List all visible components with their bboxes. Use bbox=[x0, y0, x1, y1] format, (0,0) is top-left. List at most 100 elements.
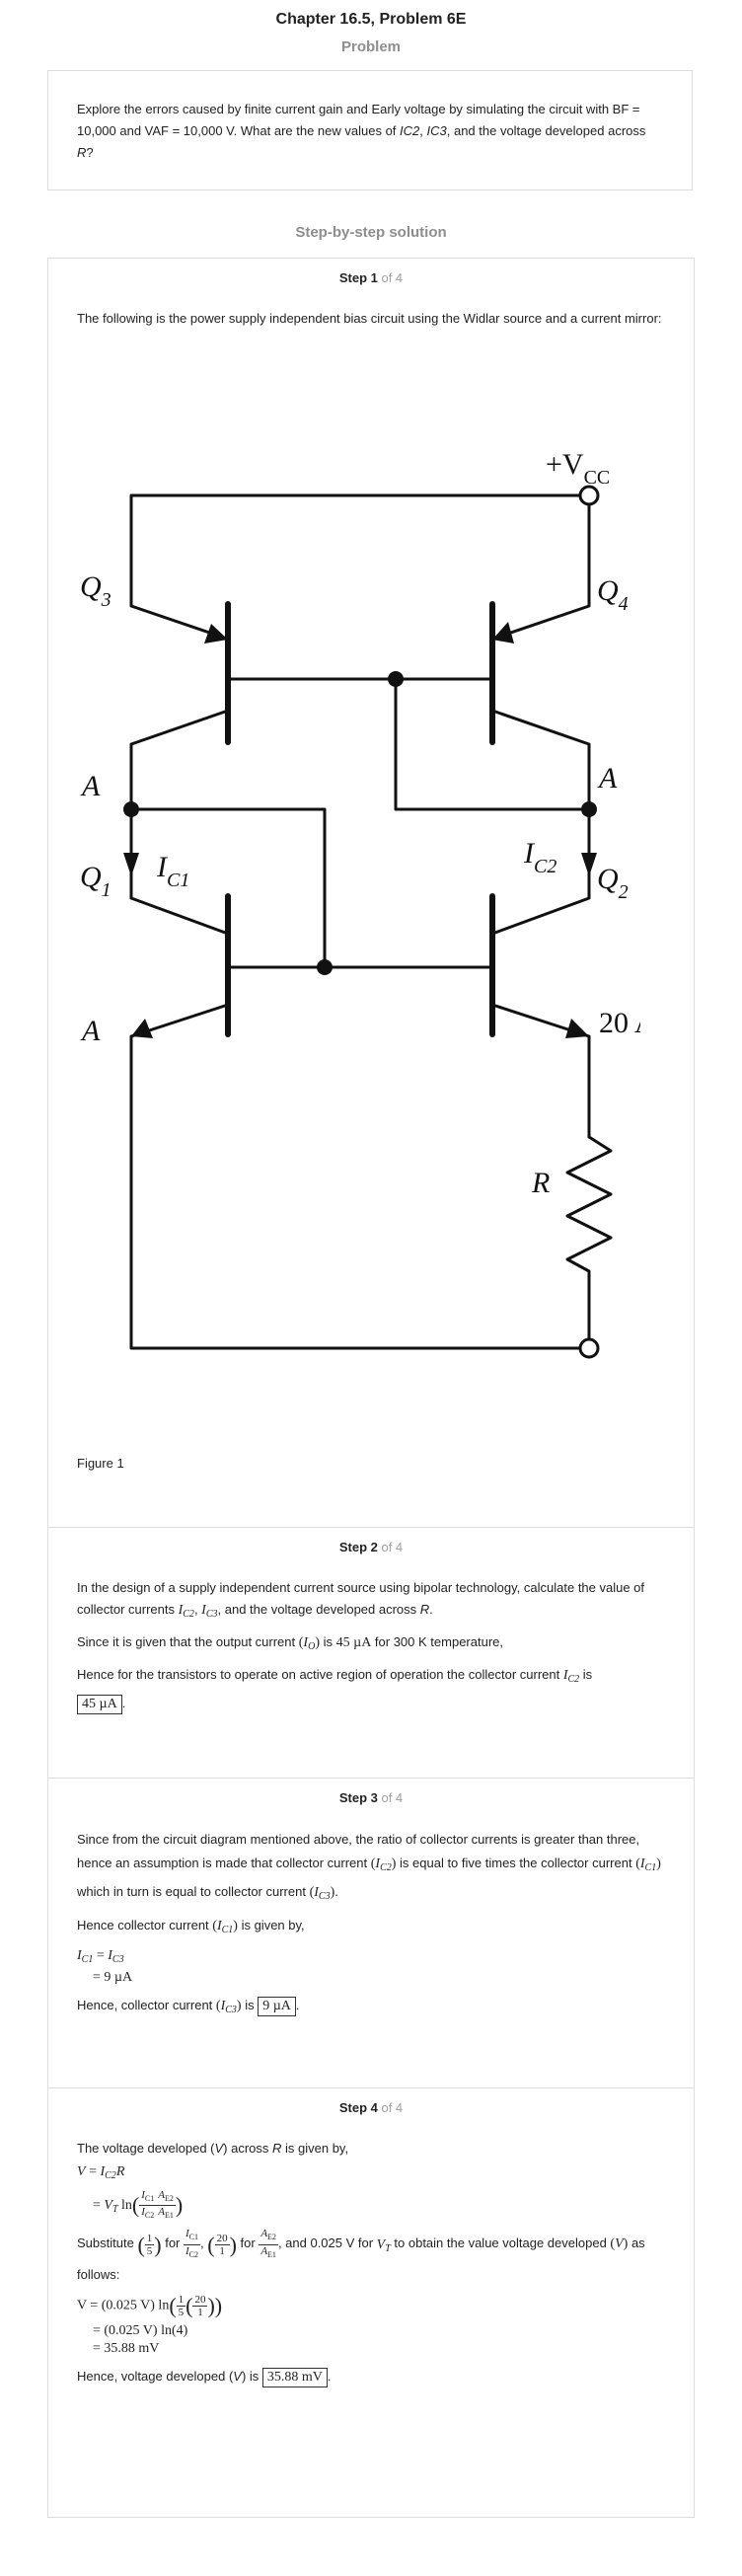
node-q3-q4-base bbox=[388, 671, 404, 687]
step-4-title: Step 4 of 4 bbox=[77, 2088, 665, 2120]
step-4-subst-a: Substitute bbox=[77, 2235, 138, 2251]
step-4-eq2: = VT ln(IC1 IC2 AE2 AE1) bbox=[93, 2189, 184, 2221]
step-2-p2a: Since it is given that the output curren… bbox=[77, 1634, 299, 1649]
q1-collector bbox=[129, 807, 230, 936]
q3-emitter-arrow bbox=[204, 624, 228, 644]
q1-label: Q1 bbox=[80, 861, 111, 901]
q1-diode-link bbox=[129, 807, 327, 969]
q4-label: Q4 bbox=[597, 574, 629, 615]
math-ic2: IC2 bbox=[178, 1603, 194, 1620]
step-1-of: of 4 bbox=[377, 270, 404, 285]
step-2-p2: Since it is given that the output curren… bbox=[77, 1631, 665, 1658]
step-4-answer: 35.88 mV bbox=[261, 2367, 328, 2387]
problem-r: R bbox=[77, 145, 87, 160]
step-4-p1v: V bbox=[214, 2141, 224, 2156]
problem-text: Explore the errors caused by finite curr… bbox=[77, 102, 640, 138]
ic2-arrow bbox=[581, 853, 597, 876]
vee-terminal bbox=[578, 1337, 600, 1359]
steps-card: Step 1 of 4 The following is the power s… bbox=[47, 258, 695, 2518]
node-q1-q2-base bbox=[317, 959, 333, 975]
step-3-eq1: IC1 = IC3 bbox=[77, 1948, 124, 1965]
step-3-p1c: which in turn is equal to collector curr… bbox=[77, 1884, 310, 1899]
step-4-eq-a: V = (0.025 V) ln bbox=[77, 2298, 170, 2313]
step-3-p3b: is bbox=[241, 1998, 259, 2012]
step-3-num: Step 3 bbox=[338, 1790, 378, 1805]
step-3-p3a: Hence, collector current bbox=[77, 1998, 216, 2012]
step-2-p3a: Hence for the transistors to operate on … bbox=[77, 1667, 563, 1682]
step-4-p1r: R bbox=[272, 2141, 282, 2156]
q3-label: Q3 bbox=[80, 570, 111, 611]
step-3-p1a: Since from the circuit diagram mentioned… bbox=[77, 1832, 640, 1870]
step-2-of: of 4 bbox=[377, 1540, 404, 1554]
circuit-diagram: +VCC Q3 Q4 A A IC1 IC2 Q1 Q2 A 20 A R −V… bbox=[80, 448, 640, 1359]
problem-sep: , bbox=[419, 123, 427, 138]
step-4-p1b: ) across bbox=[223, 2141, 272, 2156]
q1-emitter bbox=[129, 1003, 591, 1350]
step-4-subst-for1: for bbox=[161, 2235, 184, 2251]
step-3-p1b: is equal to five times the collector cur… bbox=[396, 1856, 636, 1870]
vcc-label: +VCC bbox=[546, 448, 610, 489]
step-2-answer-line: 45 µA. bbox=[77, 1693, 665, 1714]
step-4-p1a: The voltage developed ( bbox=[77, 2141, 215, 2156]
step-3-eq2: = 9 µA bbox=[93, 1970, 133, 1985]
math-ic2-b: IC2 bbox=[562, 1668, 580, 1685]
a-label-left: A bbox=[80, 770, 101, 802]
q4-diode-link bbox=[394, 677, 591, 811]
step-3-p1end: . bbox=[334, 1884, 338, 1899]
step-4-subst-d: as follows: bbox=[77, 2235, 645, 2282]
step-4-subst-for2: for bbox=[236, 2235, 260, 2251]
a-label-bottom: A bbox=[80, 1015, 101, 1047]
step-1-title: Step 1 of 4 bbox=[77, 259, 665, 290]
problem-text-2: , and the voltage developed across bbox=[446, 123, 646, 138]
step-2-p2val: 45 µA bbox=[335, 1635, 372, 1650]
step-2-p1end: . bbox=[429, 1602, 433, 1617]
ic1-label: IC1 bbox=[156, 851, 189, 891]
step-4-subst-b: , and 0.025 V for bbox=[277, 2235, 377, 2251]
problem-card: Explore the errors caused by finite curr… bbox=[47, 70, 693, 190]
step-4-p1: The voltage developed (V) across R is gi… bbox=[77, 2138, 665, 2159]
step-4-final-b: ) is bbox=[241, 2368, 262, 2384]
step-4-p1c: is given by, bbox=[281, 2141, 349, 2156]
step-2-p1r: R bbox=[419, 1602, 430, 1617]
q4-collector bbox=[490, 709, 591, 811]
step-4-final-v: V bbox=[233, 2368, 242, 2384]
q3-emitter bbox=[129, 493, 226, 640]
step-4-final-a: Hence, voltage developed ( bbox=[77, 2368, 234, 2384]
solution-heading: Step-by-step solution bbox=[295, 224, 447, 241]
problem-heading: Problem bbox=[340, 38, 401, 55]
vcc-terminal bbox=[578, 485, 600, 506]
step-3-p2: Hence collector current (IC1) is given b… bbox=[77, 1915, 665, 1941]
math-ic3: IC3 bbox=[201, 1603, 218, 1620]
step-3-of: of 4 bbox=[377, 1790, 404, 1805]
step-2-answer: 45 µA bbox=[77, 1695, 122, 1714]
step-4-eq4: = (0.025 V) ln(4) bbox=[93, 2322, 188, 2338]
q2-collector bbox=[490, 807, 591, 936]
step-2-title: Step 2 of 4 bbox=[77, 1528, 665, 1559]
step-3-p2a: Hence collector current bbox=[77, 1918, 213, 1932]
step-2-p3: Hence for the transistors to operate on … bbox=[77, 1664, 665, 1691]
ic1-arrow bbox=[123, 853, 139, 876]
step-3-answer: 9 µA bbox=[258, 1997, 296, 2016]
math-ic1: (IC1) bbox=[635, 1856, 661, 1873]
step-3-p1: Since from the circuit diagram mentioned… bbox=[77, 1828, 665, 1909]
step-4-eq1: V = IC2R bbox=[77, 2164, 125, 2181]
resistor bbox=[565, 1135, 613, 1341]
step-2-p2c: for 300 K temperature, bbox=[371, 1634, 503, 1649]
step-2-p1a: In the design of a supply independent cu… bbox=[77, 1580, 645, 1617]
math-io: (IO) bbox=[298, 1635, 320, 1652]
math-ic3-c: (IC3) bbox=[215, 1999, 242, 2015]
step-1-num: Step 1 bbox=[338, 270, 378, 285]
step-1-text: The following is the power supply indepe… bbox=[77, 311, 662, 326]
step-4: Step 4 of 4 The voltage developed (V) ac… bbox=[48, 2088, 694, 2517]
step-4-subst-c: to obtain the value voltage developed bbox=[390, 2235, 611, 2251]
math-ic3-b: (IC3) bbox=[309, 1885, 335, 1902]
step-3-title: Step 3 of 4 bbox=[77, 1779, 665, 1810]
step-4-final: Hence, voltage developed (V) is 35.88 mV… bbox=[77, 2366, 665, 2387]
step-4-of: of 4 bbox=[377, 2100, 404, 2115]
step-2: Step 2 of 4 In the design of a supply in… bbox=[48, 1528, 694, 1779]
step-3: Step 3 of 4 Since from the circuit diagr… bbox=[48, 1779, 694, 2088]
page-title: Chapter 16.5, Problem 6E bbox=[275, 11, 467, 28]
q1-emitter-arrow bbox=[131, 1019, 153, 1038]
math-ic1-b: (IC1) bbox=[212, 1919, 238, 1935]
step-2-p3b: is bbox=[579, 1667, 593, 1682]
